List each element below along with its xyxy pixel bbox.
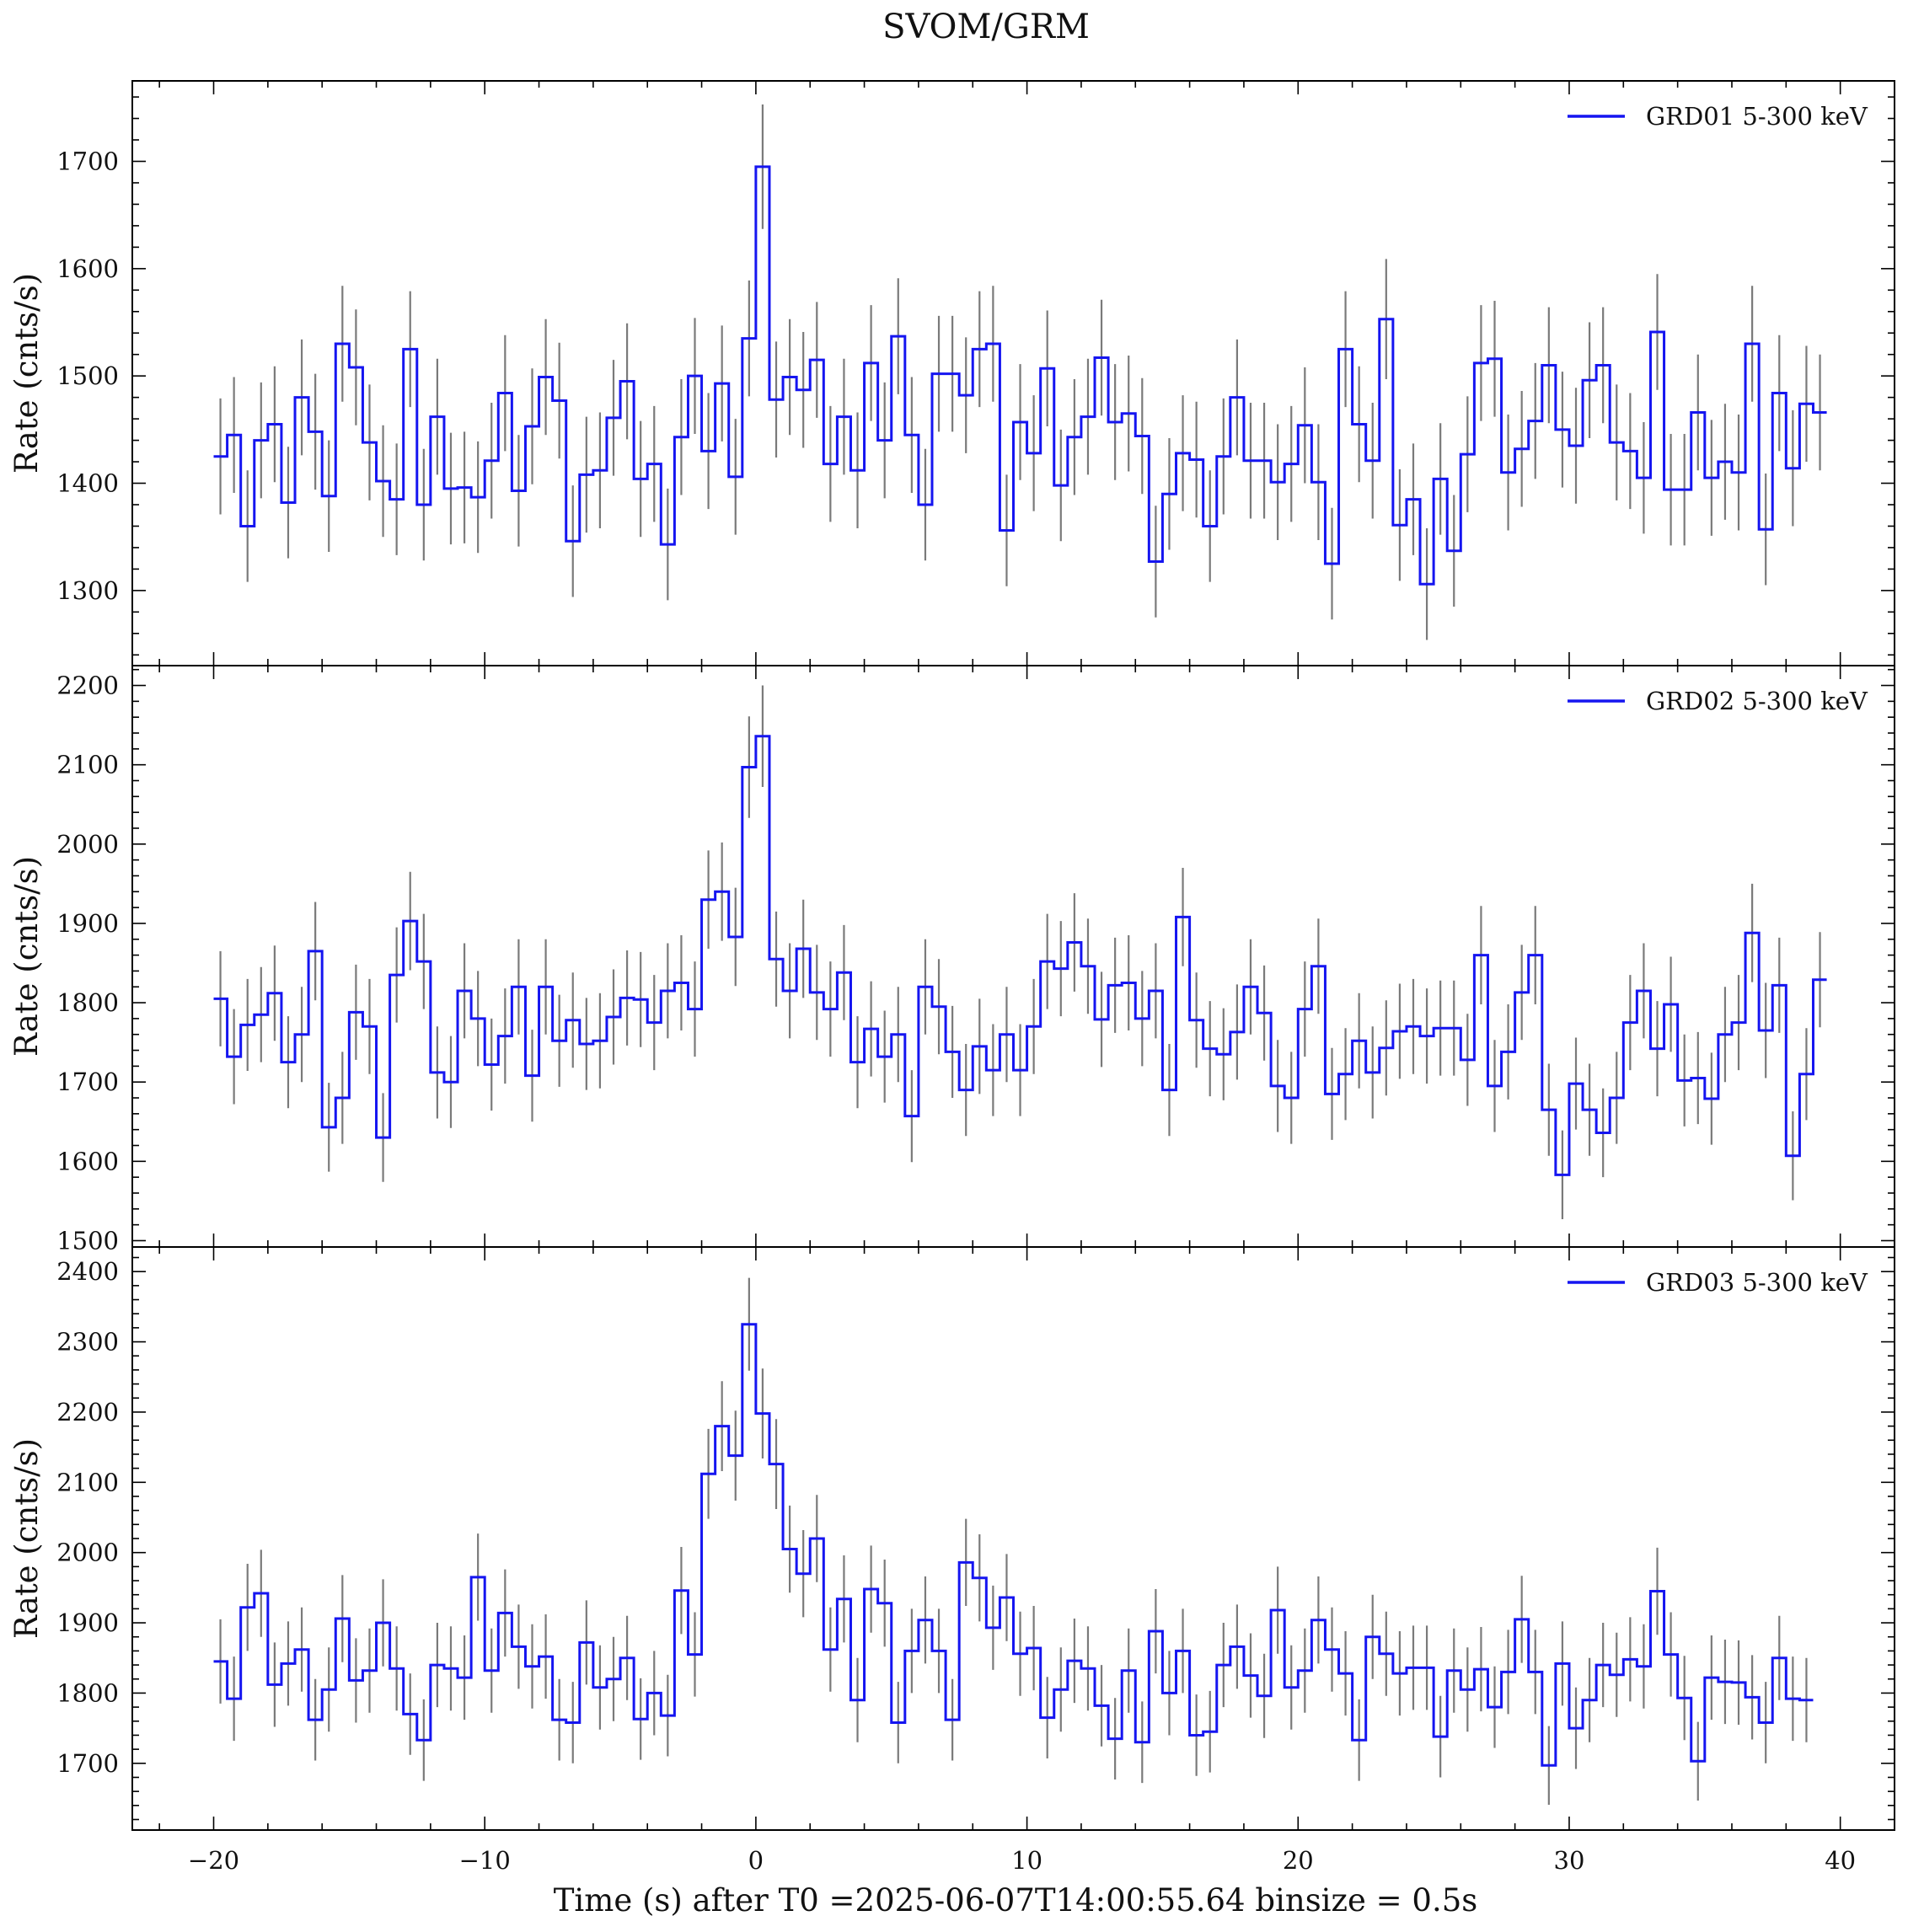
x-axis-label: Time (s) after T0 =2025-06-07T14:00:55.6… <box>554 1882 1478 1919</box>
y-tick-label: 2000 <box>56 1539 119 1567</box>
y-axis-label: Rate (cnts/s) <box>8 1438 45 1639</box>
x-tick-label: 10 <box>1011 1846 1042 1875</box>
y-tick-label: 2100 <box>56 1468 119 1496</box>
y-tick-label: 1700 <box>56 147 119 176</box>
plot-frame <box>131 80 1895 666</box>
y-tick-label: 1700 <box>56 1749 119 1778</box>
series-line <box>213 735 1827 1176</box>
y-tick-label: 1500 <box>56 1226 119 1255</box>
y-tick-label: 2400 <box>56 1257 119 1286</box>
y-axis-label: Rate (cnts/s) <box>8 273 45 474</box>
y-tick-label: 1400 <box>56 469 119 498</box>
legend-label: GRD02 5-300 keV <box>1646 687 1868 715</box>
panel-3: 1700 1800 1900 2000 2100 2200 2300 2400 Rate (cn… <box>8 1246 1895 1875</box>
y-tick-label: 1600 <box>56 1147 119 1175</box>
y-tick-label: 1900 <box>56 1608 119 1637</box>
y-tick-label: 2300 <box>56 1328 119 1357</box>
legend-label: GRD01 5-300 keV <box>1646 102 1868 131</box>
x-tick-label: 20 <box>1283 1846 1314 1875</box>
x-tick-label: −20 <box>188 1846 239 1875</box>
y-tick-label: 1700 <box>56 1068 119 1096</box>
y-tick-label: 1500 <box>56 361 119 390</box>
y-tick-label: 1600 <box>56 254 119 283</box>
y-tick-label: 2000 <box>56 830 119 859</box>
y-tick-label: 1800 <box>56 988 119 1017</box>
chart-title: SVOM/GRM <box>882 8 1090 46</box>
y-tick-label: 1300 <box>56 576 119 605</box>
panel-1: 1300 1400 1500 1600 1700 Rate (cnts/s) GRD01 5… <box>8 80 1895 666</box>
x-tick-label: −10 <box>459 1846 511 1875</box>
series-line <box>213 1323 1814 1767</box>
x-tick-label: 30 <box>1554 1846 1585 1875</box>
y-tick-label: 2100 <box>56 751 119 779</box>
x-tick-label: 0 <box>748 1846 764 1875</box>
series-line <box>213 165 1827 586</box>
y-tick-label: 1900 <box>56 909 119 938</box>
y-axis-label: Rate (cnts/s) <box>8 856 45 1057</box>
panel-2: 1500 1600 1700 1800 1900 2000 2100 2200 Rate (cn… <box>8 665 1895 1255</box>
x-tick-label: 40 <box>1825 1846 1856 1875</box>
y-tick-label: 2200 <box>56 1398 119 1426</box>
y-tick-label: 1800 <box>56 1678 119 1707</box>
y-tick-label: 2200 <box>56 672 119 700</box>
plot-frame <box>131 1246 1895 1831</box>
legend-label: GRD03 5-300 keV <box>1646 1268 1868 1297</box>
panels: 1300 1400 1500 1600 1700 Rate (cnts/s) GRD01 5… <box>8 80 1895 1875</box>
